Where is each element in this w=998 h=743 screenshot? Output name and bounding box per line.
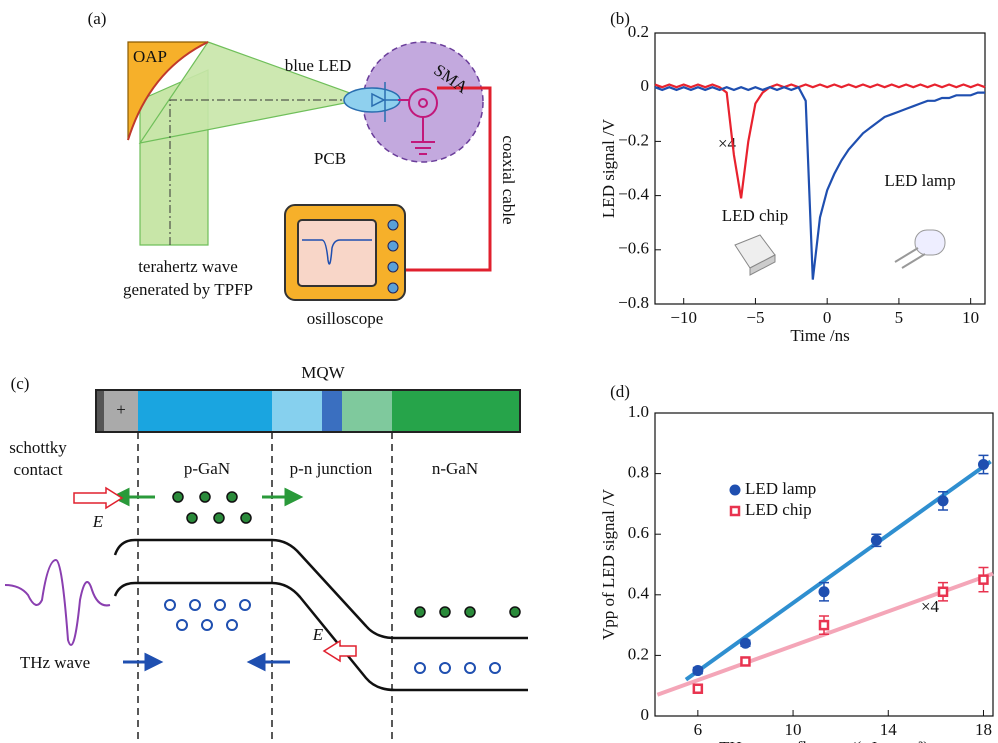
layer bbox=[272, 390, 322, 432]
x-tick-label: −10 bbox=[670, 308, 697, 327]
label: OAP bbox=[133, 47, 167, 66]
x-tick-label: −5 bbox=[746, 308, 764, 327]
label: osilloscope bbox=[307, 309, 384, 328]
label: E bbox=[92, 512, 104, 531]
y-tick-label: −0.8 bbox=[618, 293, 649, 312]
thz-pulse bbox=[5, 560, 110, 645]
marker bbox=[694, 685, 702, 693]
hole-arrows bbox=[123, 655, 290, 669]
layer bbox=[392, 390, 520, 432]
y-tick-label: 0.2 bbox=[628, 22, 649, 41]
y-tick-label: 0 bbox=[641, 76, 650, 95]
label: THz wave bbox=[20, 653, 90, 672]
label: MQW bbox=[301, 363, 345, 382]
led-icons bbox=[735, 230, 945, 275]
label: contact bbox=[13, 460, 62, 479]
label: coaxial cable bbox=[499, 135, 518, 224]
scope-screen bbox=[298, 220, 376, 286]
label: generated by TPFP bbox=[123, 280, 253, 299]
label: schottky bbox=[9, 438, 67, 457]
panel-label: (d) bbox=[610, 382, 630, 401]
panel-label: (a) bbox=[88, 9, 107, 28]
marker bbox=[740, 638, 751, 649]
x-tick-label: 10 bbox=[962, 308, 979, 327]
x-tick-label: 5 bbox=[895, 308, 904, 327]
y-tick-label: 0.4 bbox=[628, 584, 650, 603]
label: + bbox=[116, 400, 126, 419]
x-axis-label: Time /ns bbox=[790, 326, 849, 345]
panel-label: (b) bbox=[610, 9, 630, 28]
marker bbox=[692, 665, 703, 676]
layer bbox=[322, 390, 342, 432]
label: E bbox=[312, 625, 324, 644]
x-tick-label: 10 bbox=[785, 720, 802, 739]
label: n-GaN bbox=[432, 459, 478, 478]
layer bbox=[96, 390, 104, 432]
x-tick-label: 14 bbox=[880, 720, 898, 739]
y-tick-label: 0.2 bbox=[628, 644, 649, 663]
figure: (a) OAP blue LED SMA PCB coaxial cable t… bbox=[0, 0, 998, 743]
x-tick-label: 18 bbox=[975, 720, 992, 739]
layer bbox=[138, 390, 272, 432]
boundaries bbox=[138, 432, 392, 743]
label: p-n junction bbox=[290, 459, 373, 478]
legend-label: LED chip bbox=[745, 500, 812, 519]
layer bbox=[342, 390, 392, 432]
label: PCB bbox=[314, 149, 346, 168]
annotation: LED chip bbox=[722, 206, 789, 225]
marker bbox=[978, 459, 989, 470]
marker bbox=[979, 576, 987, 584]
electrons bbox=[173, 492, 520, 617]
marker bbox=[820, 621, 828, 629]
legend-marker bbox=[731, 507, 739, 515]
label: terahertz wave bbox=[138, 257, 238, 276]
y-axis-label: LED signal /V bbox=[599, 118, 618, 218]
y-tick-label: 1.0 bbox=[628, 402, 649, 421]
legend-label: LED lamp bbox=[745, 479, 816, 498]
x-axis-label: THz pump fluence /(μJ·mm⁻²) bbox=[719, 738, 929, 743]
x-tick-label: 6 bbox=[694, 720, 703, 739]
marker bbox=[938, 495, 949, 506]
marker bbox=[871, 535, 882, 546]
label: blue LED bbox=[285, 56, 352, 75]
label: p-GaN bbox=[184, 459, 230, 478]
y-axis-label: Vpp of LED signal /V bbox=[599, 488, 618, 640]
x-tick-label: 0 bbox=[823, 308, 832, 327]
plot-frame bbox=[655, 413, 993, 716]
marker bbox=[819, 586, 830, 597]
plot-frame bbox=[655, 33, 985, 304]
panel-a: (a) OAP blue LED SMA PCB coaxial cable t… bbox=[88, 9, 519, 328]
y-tick-label: −0.6 bbox=[618, 239, 649, 258]
y-tick-label: 0.6 bbox=[628, 523, 649, 542]
legend-marker bbox=[730, 485, 741, 496]
panel-c: (c) MQW + schottky contact p-GaN p-n jun… bbox=[5, 363, 528, 743]
field-arrow bbox=[74, 488, 122, 508]
marker bbox=[939, 588, 947, 596]
y-tick-label: −0.2 bbox=[618, 130, 649, 149]
y-tick-label: 0 bbox=[641, 705, 650, 724]
marker bbox=[741, 657, 749, 665]
panel-label: (c) bbox=[11, 374, 30, 393]
y-tick-label: 0.8 bbox=[628, 463, 649, 482]
y-tick-label: −0.4 bbox=[618, 185, 649, 204]
annotation: LED lamp bbox=[884, 171, 955, 190]
